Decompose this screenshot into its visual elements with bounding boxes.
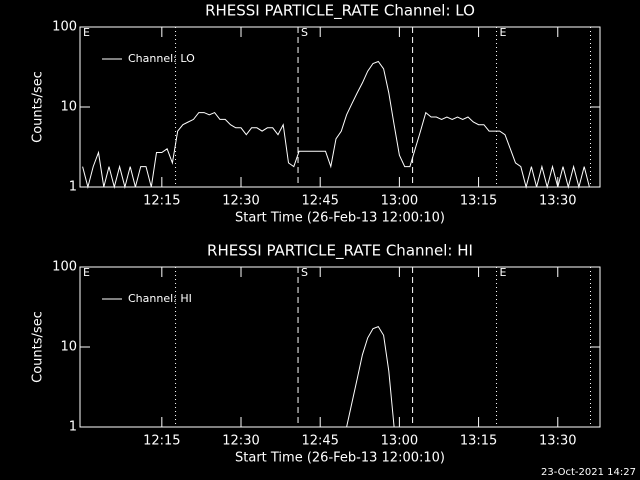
x-tick-label: 13:30	[539, 434, 576, 449]
chart-title: RHESSI PARTICLE_RATE Channel: LO	[205, 2, 475, 21]
y-tick-label: 10	[60, 340, 77, 355]
x-axis-title: Start Time (26-Feb-13 12:00:10)	[235, 451, 445, 466]
x-tick-label: 13:00	[381, 194, 418, 209]
data-line	[82, 60, 590, 189]
x-tick-label: 12:15	[143, 434, 180, 449]
marker-label: E	[500, 266, 507, 279]
timestamp: 23-Oct-2021 14:27	[541, 467, 636, 478]
x-tick-label: 13:15	[460, 434, 497, 449]
x-tick-label: 13:00	[381, 434, 418, 449]
y-tick-label: 100	[52, 260, 77, 275]
marker-label: S	[301, 266, 308, 279]
marker-label: E	[83, 26, 90, 39]
x-axis-title: Start Time (26-Feb-13 12:00:10)	[235, 211, 445, 226]
legend-label: Channel: HI	[128, 292, 192, 305]
y-tick-label: 10	[60, 100, 77, 115]
y-axis-title: Counts/sec	[31, 71, 46, 143]
y-axis-title: Counts/sec	[31, 311, 46, 383]
x-tick-label: 12:30	[222, 194, 259, 209]
marker-label: E	[83, 266, 90, 279]
x-tick-label: 12:30	[222, 434, 259, 449]
x-tick-label: 13:30	[539, 194, 576, 209]
y-tick-label: 1	[69, 420, 77, 435]
x-tick-label: 12:15	[143, 194, 180, 209]
plot-frame	[79, 26, 601, 188]
x-tick-label: 12:45	[301, 194, 338, 209]
plot-frame	[79, 266, 601, 428]
chart-title: RHESSI PARTICLE_RATE Channel: HI	[207, 242, 473, 261]
marker-label: E	[500, 26, 507, 39]
y-tick-label: 100	[52, 20, 77, 35]
y-tick-label: 1	[69, 180, 77, 195]
legend-label: Channel: LO	[128, 52, 195, 65]
x-tick-label: 13:15	[460, 194, 497, 209]
marker-label: S	[301, 26, 308, 39]
x-tick-label: 12:45	[301, 434, 338, 449]
data-line	[346, 325, 395, 428]
